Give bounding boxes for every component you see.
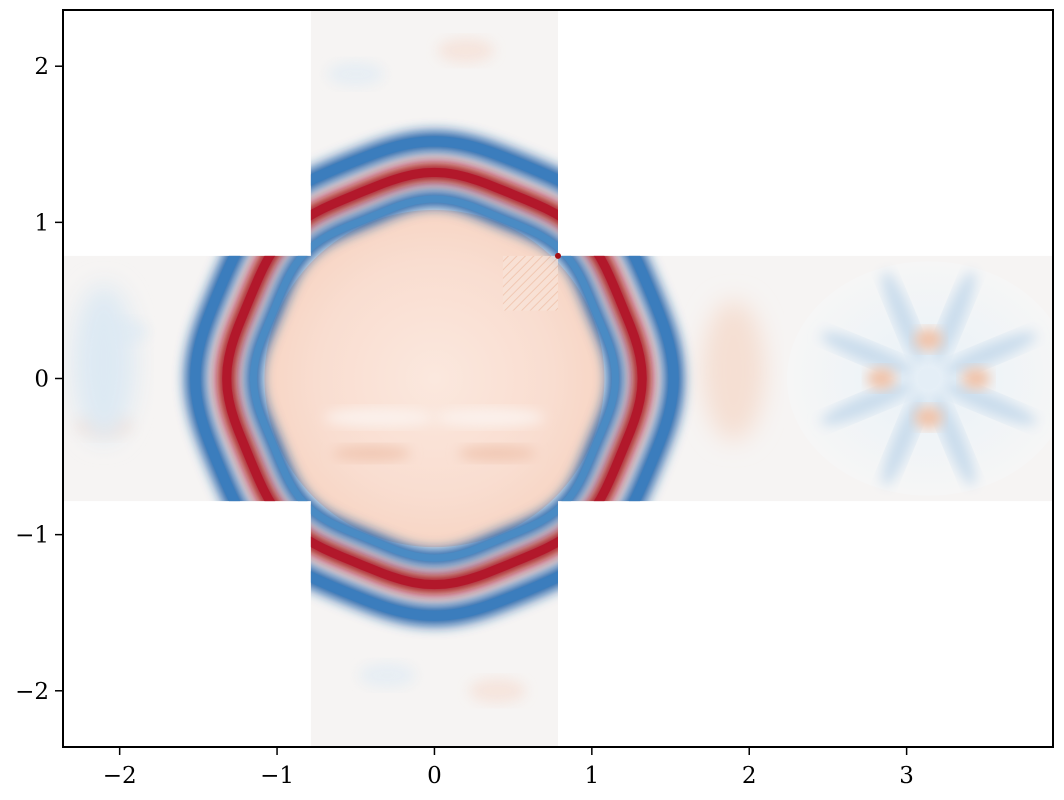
inner-streak — [434, 408, 545, 427]
spoke-negative — [820, 332, 915, 375]
spoke-negative — [932, 392, 976, 486]
spoke-positive — [914, 328, 943, 351]
y-axis: 2 1 0 −1 −2 — [15, 54, 63, 705]
ripple — [327, 61, 385, 87]
y-tick-label: 1 — [34, 210, 49, 236]
spoke-negative — [882, 392, 925, 486]
spoke-negative — [820, 382, 915, 425]
x-tick-label: −1 — [260, 763, 294, 789]
ring-outer-negative-core — [190, 136, 679, 621]
inner-streak — [324, 408, 435, 427]
ripple — [437, 38, 495, 64]
x-tick-label: 1 — [585, 763, 600, 789]
y-tick-label: 0 — [34, 367, 49, 393]
ring-middle-positive-core — [222, 167, 647, 590]
y-tick-label: −1 — [15, 523, 49, 549]
spoke-negative — [943, 332, 1037, 375]
inner-streak — [332, 445, 411, 462]
wave-rings — [185, 131, 684, 626]
x-tick-label: 0 — [427, 763, 442, 789]
y-tick-label: −2 — [15, 679, 49, 705]
ripple — [469, 678, 526, 704]
right-arm-wave — [702, 300, 765, 441]
x-tick-label: 2 — [742, 763, 757, 789]
spoke-pattern — [787, 261, 1053, 496]
spoke-center — [917, 367, 940, 390]
left-arm-wave — [72, 284, 136, 441]
ripple — [358, 662, 416, 688]
spoke-positive — [914, 406, 943, 429]
x-tick-label: 3 — [899, 763, 914, 789]
ring-inner-negative-core — [249, 195, 619, 562]
spoke-negative — [882, 271, 925, 365]
field-features — [72, 38, 1053, 704]
plot-area — [63, 10, 1053, 747]
x-axis: −2 −1 0 1 2 3 — [103, 747, 914, 789]
corner-artifact-dot — [555, 252, 561, 259]
left-arm-waves — [72, 284, 765, 441]
x-tick-label: −2 — [103, 763, 137, 789]
y-tick-label: 2 — [34, 54, 49, 80]
spoke-negative — [943, 382, 1037, 425]
corner-artifact — [502, 255, 558, 311]
inner-streak — [458, 445, 537, 462]
spoke-positive — [961, 367, 991, 390]
spoke-positive — [867, 367, 896, 390]
spoke-negative — [932, 271, 976, 365]
